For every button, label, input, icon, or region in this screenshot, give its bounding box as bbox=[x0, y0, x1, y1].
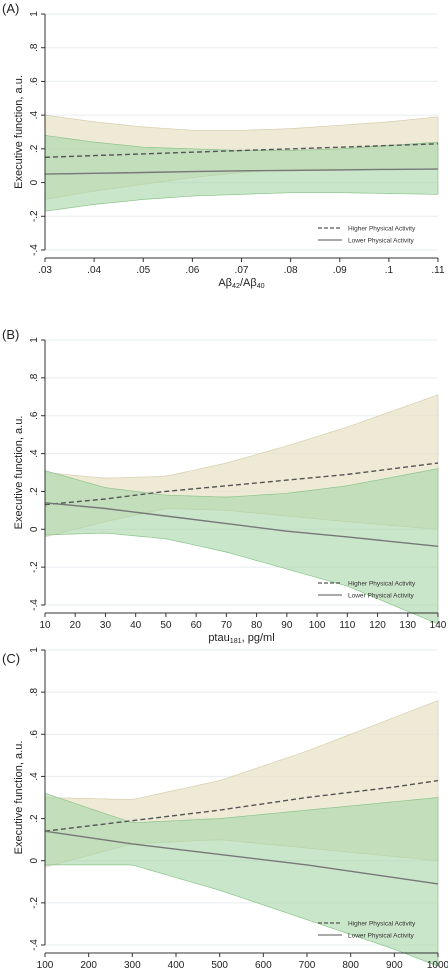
y-tick-label: -.2 bbox=[29, 210, 40, 222]
y-tick-label: .2 bbox=[29, 814, 40, 823]
legend-entry: Higher Physical Activity bbox=[348, 581, 416, 588]
y-tick-label: -.4 bbox=[29, 939, 40, 951]
y-tick-label: .4 bbox=[29, 111, 40, 120]
y-tick-label: 0 bbox=[29, 526, 40, 532]
y-axis-title: Executive function, a.u. bbox=[13, 741, 25, 855]
x-tick-label: .11 bbox=[431, 265, 445, 276]
y-tick-label: .6 bbox=[29, 730, 40, 739]
x-tick-label: .06 bbox=[185, 265, 199, 276]
y-axis-title: Executive function, a.u. bbox=[13, 416, 25, 530]
y-tick-label: -.2 bbox=[29, 897, 40, 909]
y-tick-label: -.4 bbox=[29, 599, 40, 611]
confidence-band bbox=[44, 468, 439, 625]
chart-panel-a: (A) -.4 -.2 0 .2 .4 .6 .8 1 .03 .04 .05 .06 .07 .08 .09… bbox=[2, 1, 445, 290]
legend-entry: Lower Physical Activity bbox=[348, 593, 414, 600]
panel-label: (C) bbox=[2, 651, 20, 666]
x-tick-label: .03 bbox=[38, 265, 52, 276]
x-tick-label: .04 bbox=[87, 265, 101, 276]
y-tick-label: .2 bbox=[29, 144, 40, 153]
x-tick-label: .07 bbox=[235, 265, 249, 276]
x-tick-label: 120 bbox=[369, 620, 386, 631]
x-tick-label: 70 bbox=[221, 620, 233, 631]
x-tick-label: 500 bbox=[211, 960, 228, 971]
y-tick-label: 0 bbox=[29, 179, 40, 185]
chart-panel-c: (C) -.4 -.2 0 .2 .4 .6 .8 1 100 200 300 400 500 600 700… bbox=[2, 647, 448, 973]
x-tick-label: 20 bbox=[70, 620, 82, 631]
x-tick-label: 50 bbox=[160, 620, 172, 631]
y-axis-title: Executive function, a.u. bbox=[13, 75, 25, 189]
series-line bbox=[44, 462, 439, 506]
series-line bbox=[44, 779, 439, 832]
x-tick-label: 110 bbox=[339, 620, 355, 631]
x-tick-label: 30 bbox=[100, 620, 112, 631]
y-tick-label: .6 bbox=[29, 411, 40, 420]
series-line bbox=[44, 143, 439, 158]
x-tick-label: 140 bbox=[430, 620, 447, 631]
y-tick-label: 0 bbox=[29, 857, 40, 863]
x-tick-label: 40 bbox=[130, 620, 142, 631]
legend-entry: Lower Physical Activity bbox=[348, 238, 414, 245]
y-tick-label: .8 bbox=[29, 373, 40, 382]
x-tick-label: 900 bbox=[386, 960, 403, 971]
legend-entry: Higher Physical Activity bbox=[348, 226, 416, 233]
x-tick-label: 300 bbox=[124, 960, 141, 971]
y-tick-label: .2 bbox=[29, 487, 40, 496]
y-tick-label: .6 bbox=[29, 77, 40, 86]
x-tick-label: 80 bbox=[251, 620, 263, 631]
x-tick-label: 700 bbox=[299, 960, 316, 971]
x-tick-label: 10 bbox=[39, 620, 51, 631]
y-tick-label: -.4 bbox=[29, 244, 40, 256]
x-tick-label: 200 bbox=[80, 960, 97, 971]
y-tick-label: 1 bbox=[29, 337, 40, 343]
x-tick-label: .05 bbox=[136, 265, 150, 276]
x-tick-label: 400 bbox=[168, 960, 185, 971]
y-tick-label: .8 bbox=[29, 688, 40, 697]
y-tick-label: .4 bbox=[29, 449, 40, 458]
x-tick-label: .1 bbox=[385, 265, 394, 276]
legend-entry: Lower Physical Activity bbox=[348, 933, 414, 940]
x-tick-label: 100 bbox=[309, 620, 326, 631]
confidence-band bbox=[44, 792, 439, 967]
series-line bbox=[44, 830, 439, 885]
x-tick-label: 100 bbox=[37, 960, 54, 971]
legend-entry: Higher Physical Activity bbox=[348, 921, 416, 928]
series-line bbox=[44, 168, 439, 175]
x-tick-label: 130 bbox=[399, 620, 416, 631]
y-tick-label: -.2 bbox=[29, 561, 40, 573]
y-tick-label: 1 bbox=[29, 647, 40, 653]
x-tick-label: 800 bbox=[342, 960, 359, 971]
y-tick-label: .4 bbox=[29, 772, 40, 781]
series-line bbox=[44, 502, 439, 547]
x-tick-label: 600 bbox=[255, 960, 272, 971]
panel-label: (B) bbox=[2, 327, 19, 342]
x-tick-label: 1000 bbox=[427, 960, 448, 971]
x-tick-label: 90 bbox=[281, 620, 293, 631]
y-tick-label: 1 bbox=[29, 11, 40, 17]
y-tick-label: .8 bbox=[29, 43, 40, 52]
panel-label: (A) bbox=[2, 1, 19, 16]
x-tick-label: 60 bbox=[191, 620, 203, 631]
x-axis-title: ptau181, pg/ml bbox=[208, 632, 274, 645]
x-axis-title: Aβ42/Aβ40 bbox=[218, 277, 264, 290]
x-tick-label: .09 bbox=[333, 265, 347, 276]
x-tick-label: .08 bbox=[284, 265, 298, 276]
